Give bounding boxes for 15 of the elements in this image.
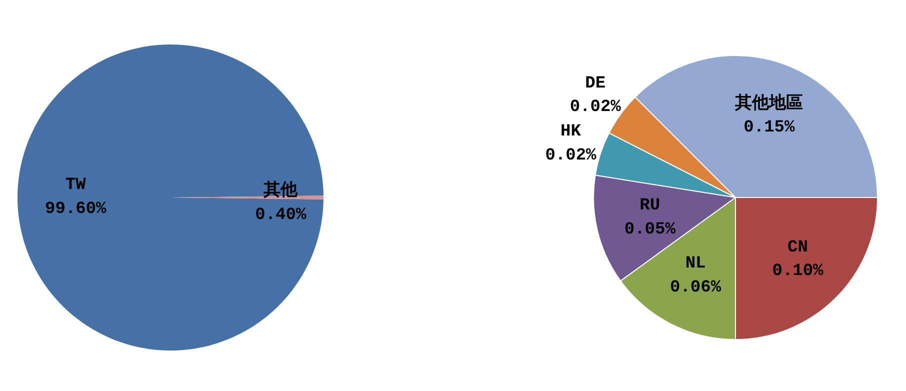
- slice-label: 其他地區: [734, 92, 804, 114]
- data-label: 0.40%: [255, 206, 307, 225]
- data-label: 0.10%: [772, 262, 824, 282]
- data-label: 0.15%: [744, 118, 796, 138]
- data-label: 99.60%: [45, 200, 108, 219]
- slice-label: HK: [560, 122, 582, 142]
- slice-label: TW: [65, 176, 87, 196]
- data-label: 0.02%: [545, 146, 598, 166]
- data-label: 0.02%: [570, 98, 622, 118]
- data-label: 0.05%: [624, 220, 676, 240]
- data-label: 0.06%: [670, 278, 722, 298]
- slice-label: RU: [640, 196, 660, 216]
- slice-label: NL: [685, 254, 706, 274]
- slice-label: CN: [788, 238, 808, 258]
- slice-label: DE: [585, 74, 606, 94]
